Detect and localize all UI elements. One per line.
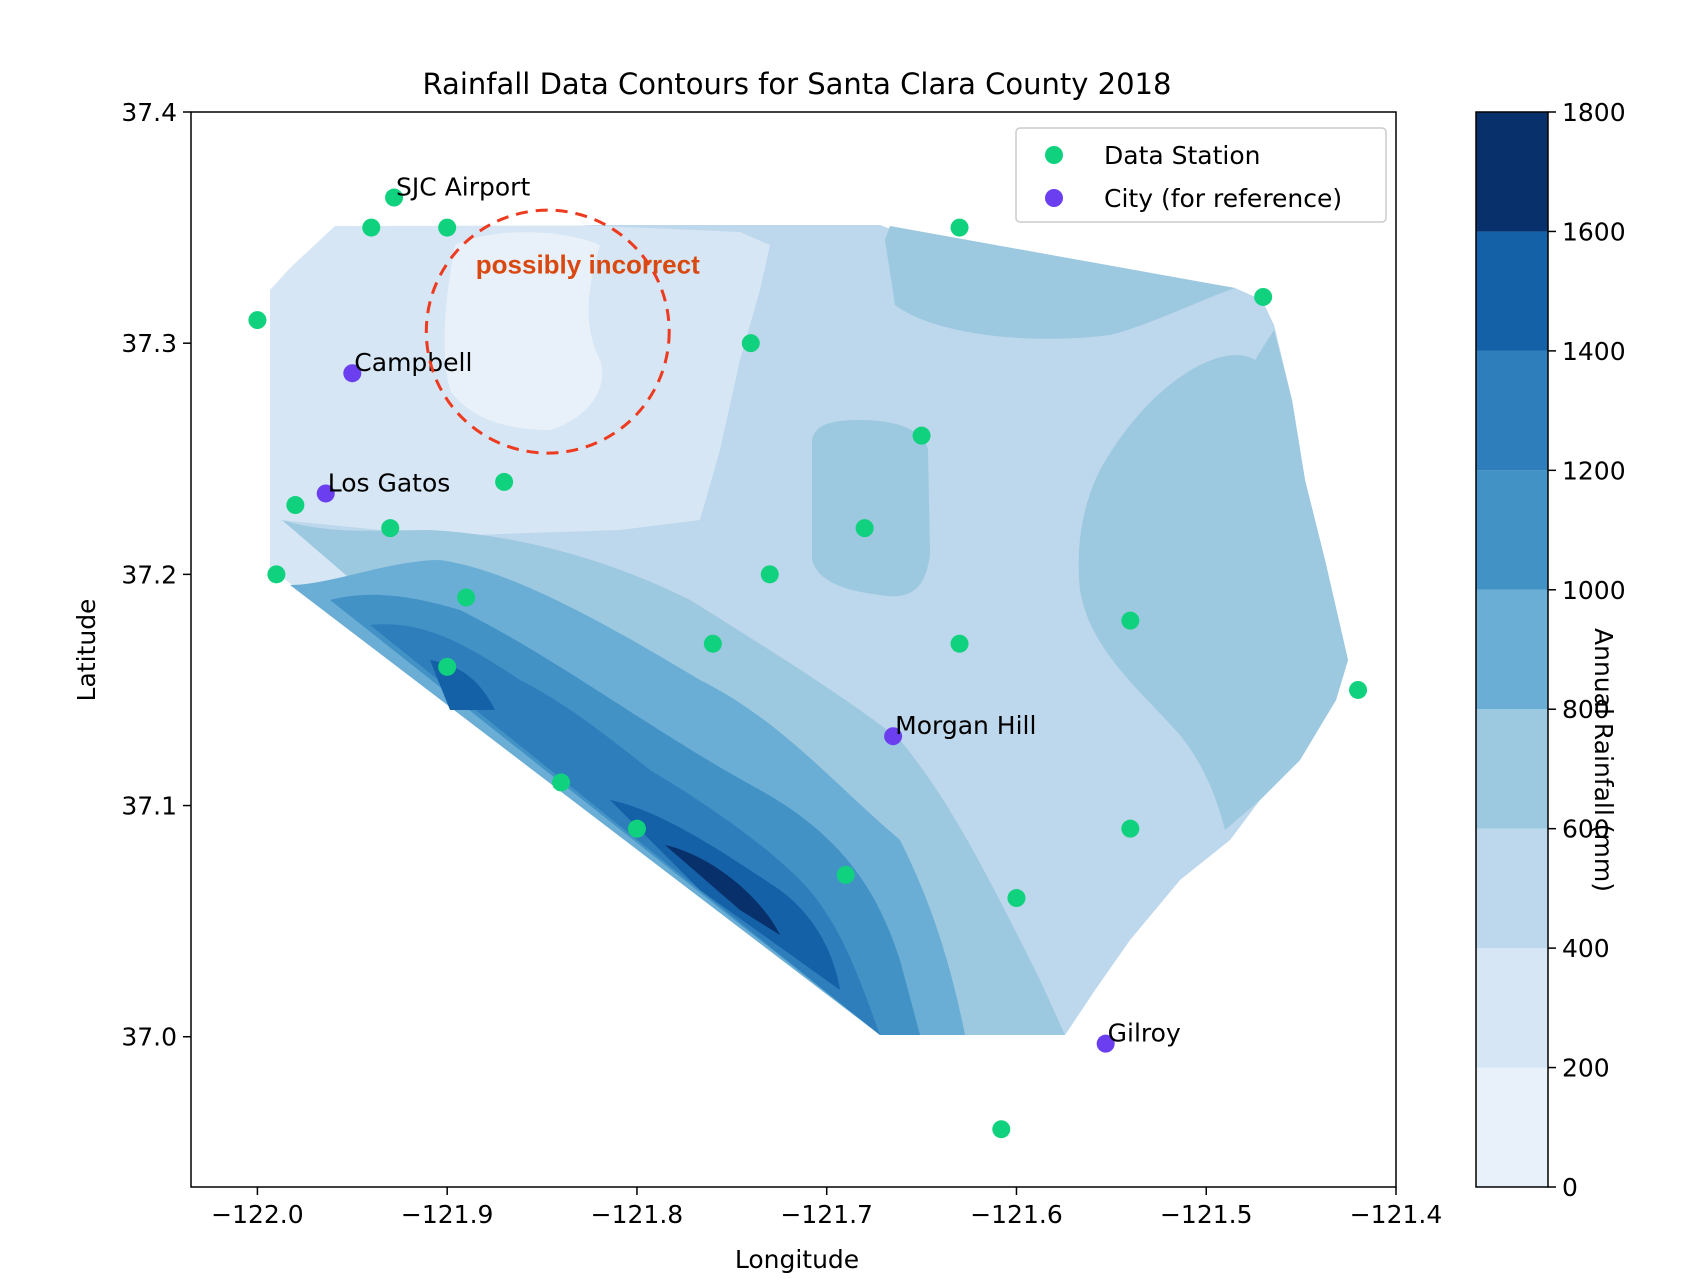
x-tick-label: −122.0: [211, 1200, 304, 1229]
colorbar-frame: [1475, 111, 1549, 1188]
annotation: possibly incorrect: [424, 208, 700, 455]
x-axis-label: Longitude: [735, 1245, 859, 1274]
legend-box: [1015, 127, 1387, 223]
y-axis-label: Latitude: [72, 599, 101, 702]
contour-band-600-800-northeast: [885, 226, 1235, 339]
city-point: [316, 484, 335, 503]
x-tick-label: −121.8: [591, 1200, 684, 1229]
colorbar-band: [1476, 112, 1548, 232]
data-station-point: [552, 773, 571, 792]
colorbar-band: [1476, 350, 1548, 471]
city-point: [343, 364, 362, 383]
legend: Data Station City (for reference): [1015, 127, 1387, 223]
contour-band-600-800-east: [1078, 330, 1348, 830]
data-station-point: [385, 188, 404, 207]
legend-station-swatch: [1045, 146, 1063, 164]
x-axis: −122.0 −121.9 −121.8 −121.7 −121.6 −121.5 −121…: [211, 1187, 1442, 1229]
x-tick-label: −121.7: [780, 1200, 873, 1229]
colorbar-tick-label: 1800: [1562, 98, 1626, 127]
annotation-circle: [424, 208, 671, 455]
annotation-label: possibly incorrect: [476, 250, 700, 280]
city-label: Los Gatos: [328, 468, 451, 497]
city-label: SJC Airport: [396, 173, 530, 202]
y-tick-label: 37.1: [121, 792, 177, 821]
y-axis: 37.0 37.1 37.2 37.3 37.4: [121, 98, 191, 1052]
data-station-point: [267, 565, 286, 584]
data-station-point: [286, 496, 305, 515]
data-station-point: [741, 334, 760, 353]
colorbar-tick-label: 400: [1562, 934, 1610, 963]
data-station-point: [836, 865, 855, 884]
contour-band-0-200: [444, 232, 603, 430]
data-station-point: [438, 657, 457, 676]
city-point: [884, 727, 903, 746]
legend-city-label: City (for reference): [1104, 184, 1342, 213]
data-station-point: [855, 519, 874, 538]
city-markers: SJC Airport Campbell Los Gatos Morgan Hill G…: [316, 173, 1181, 1053]
data-station-point: [1254, 287, 1273, 306]
y-tick-label: 37.0: [121, 1023, 177, 1052]
plot-frame: [190, 111, 1397, 1188]
contour-band-600-800-center: [812, 420, 930, 597]
contour-fill: [270, 225, 1348, 1035]
data-station-point: [381, 519, 400, 538]
x-tick-label: −121.9: [401, 1200, 494, 1229]
data-station-point: [1349, 680, 1368, 699]
chart-title: Rainfall Data Contours for Santa Clara C…: [423, 67, 1172, 101]
data-station-point: [248, 311, 267, 330]
data-station-point: [950, 634, 969, 653]
data-station-point: [1121, 611, 1140, 630]
data-station-point: [438, 218, 457, 237]
colorbar-band: [1476, 589, 1548, 710]
data-station-point: [950, 218, 969, 237]
colorbar-band: [1476, 1067, 1548, 1187]
y-tick-label: 37.4: [121, 98, 177, 127]
colorbar-band: [1476, 470, 1548, 590]
city-point: [1096, 1034, 1115, 1053]
legend-city-swatch: [1045, 189, 1063, 207]
data-station-point: [703, 634, 722, 653]
x-tick-label: −121.6: [970, 1200, 1063, 1229]
data-station-point: [912, 426, 931, 445]
colorbar-tick-label: 200: [1562, 1054, 1610, 1083]
data-station-point: [495, 472, 514, 491]
colorbar-tick-label: 1400: [1562, 337, 1626, 366]
data-station-point: [760, 565, 779, 584]
city-label: Campbell: [354, 348, 472, 377]
colorbar-label: Annual Rainfall (mm): [1589, 628, 1618, 892]
colorbar: 0 200 400 600 800 1000 1200 1400 1600 1800: [1475, 98, 1626, 1202]
station-markers: [248, 188, 1368, 1139]
city-label: Morgan Hill: [895, 711, 1036, 740]
colorbar-band: [1476, 828, 1548, 949]
city-label: Gilroy: [1108, 1019, 1181, 1048]
data-station-point: [1007, 889, 1026, 908]
data-station-point: [1121, 819, 1140, 838]
contour-band-1600-1800: [665, 845, 780, 935]
colorbar-tick-label: 1200: [1562, 456, 1626, 485]
legend-station-label: Data Station: [1104, 141, 1261, 170]
colorbar-band: [1476, 948, 1548, 1068]
colorbar-tick-label: 800: [1562, 695, 1610, 724]
contour-band-1200-1400: [370, 624, 880, 1035]
colorbar-tick-label: 1000: [1562, 576, 1626, 605]
colorbar-tick-label: 0: [1562, 1173, 1578, 1202]
x-tick-label: −121.5: [1160, 1200, 1253, 1229]
data-station-point: [627, 819, 646, 838]
colorbar-band: [1476, 709, 1548, 829]
data-station-point: [457, 588, 476, 607]
colorbar-tick-label: 1600: [1562, 217, 1626, 246]
data-station-point: [362, 218, 381, 237]
contour-band-400-600: [280, 225, 1348, 1035]
colorbar-band: [1476, 231, 1548, 351]
x-tick-label: −121.4: [1350, 1200, 1443, 1229]
data-station-point: [992, 1120, 1011, 1139]
y-tick-label: 37.3: [121, 329, 177, 358]
y-tick-label: 37.2: [121, 560, 177, 589]
colorbar-tick-label: 600: [1562, 815, 1610, 844]
